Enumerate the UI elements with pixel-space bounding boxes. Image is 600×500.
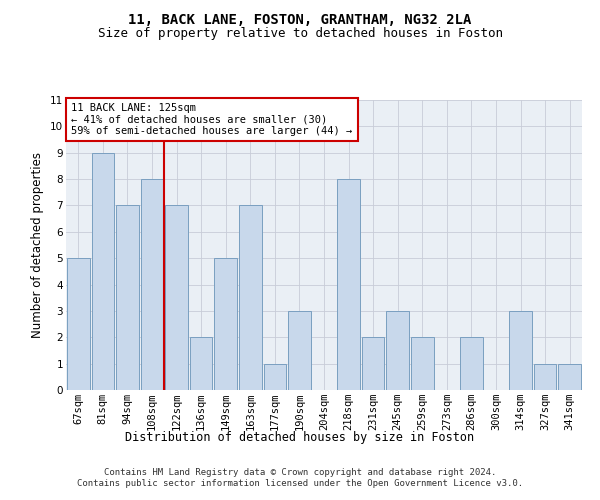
Text: Size of property relative to detached houses in Foston: Size of property relative to detached ho… <box>97 28 503 40</box>
Bar <box>386 311 409 390</box>
Bar <box>190 338 212 390</box>
Bar <box>509 311 532 390</box>
Bar <box>214 258 237 390</box>
Bar <box>288 311 311 390</box>
Bar <box>140 179 163 390</box>
Bar <box>263 364 286 390</box>
Bar <box>165 206 188 390</box>
Bar <box>239 206 262 390</box>
Bar <box>337 179 360 390</box>
Text: 11, BACK LANE, FOSTON, GRANTHAM, NG32 2LA: 11, BACK LANE, FOSTON, GRANTHAM, NG32 2L… <box>128 12 472 26</box>
Text: 11 BACK LANE: 125sqm
← 41% of detached houses are smaller (30)
59% of semi-detac: 11 BACK LANE: 125sqm ← 41% of detached h… <box>71 103 352 136</box>
Y-axis label: Number of detached properties: Number of detached properties <box>31 152 44 338</box>
Bar <box>362 338 385 390</box>
Text: Contains HM Land Registry data © Crown copyright and database right 2024.
Contai: Contains HM Land Registry data © Crown c… <box>77 468 523 487</box>
Bar <box>116 206 139 390</box>
Bar <box>534 364 556 390</box>
Bar <box>92 152 114 390</box>
Text: Distribution of detached houses by size in Foston: Distribution of detached houses by size … <box>125 431 475 444</box>
Bar <box>559 364 581 390</box>
Bar <box>460 338 483 390</box>
Bar <box>411 338 434 390</box>
Bar <box>67 258 89 390</box>
